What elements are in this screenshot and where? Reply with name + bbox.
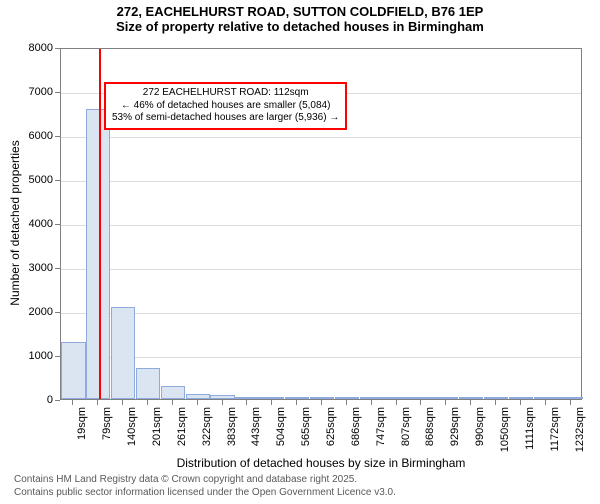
xtick-mark bbox=[495, 400, 496, 405]
xtick-label: 686sqm bbox=[350, 407, 362, 446]
xtick-mark bbox=[321, 400, 322, 405]
footer-line-2: Contains public sector information licen… bbox=[0, 487, 600, 500]
indicator-line bbox=[99, 49, 101, 399]
ytick-label: 0 bbox=[3, 394, 53, 406]
xtick-label: 504sqm bbox=[275, 407, 287, 446]
histogram-bar bbox=[509, 397, 533, 399]
xtick-mark bbox=[520, 400, 521, 405]
xtick-mark bbox=[396, 400, 397, 405]
xtick-label: 19sqm bbox=[76, 407, 88, 440]
ytick-label: 4000 bbox=[3, 218, 53, 230]
footer-line-1: Contains HM Land Registry data © Crown c… bbox=[0, 474, 600, 487]
histogram-bar bbox=[86, 109, 110, 399]
xtick-label: 747sqm bbox=[375, 407, 387, 446]
xtick-label: 868sqm bbox=[424, 407, 436, 446]
xtick-mark bbox=[97, 400, 98, 405]
histogram-bar bbox=[310, 397, 334, 399]
histogram-bar bbox=[210, 395, 234, 399]
xtick-mark bbox=[197, 400, 198, 405]
title-main: 272, EACHELHURST ROAD, SUTTON COLDFIELD,… bbox=[0, 4, 600, 19]
xtick-mark bbox=[371, 400, 372, 405]
xtick-label: 565sqm bbox=[300, 407, 312, 446]
ytick-mark bbox=[55, 224, 60, 225]
histogram-bar bbox=[484, 397, 508, 399]
gridline bbox=[61, 137, 581, 138]
gridline bbox=[61, 357, 581, 358]
histogram-bar bbox=[558, 397, 582, 399]
gridline bbox=[61, 313, 581, 314]
histogram-bar bbox=[186, 394, 210, 399]
ytick-mark bbox=[55, 180, 60, 181]
footer: Contains HM Land Registry data © Crown c… bbox=[0, 474, 600, 499]
xtick-label: 929sqm bbox=[449, 407, 461, 446]
xtick-mark bbox=[246, 400, 247, 405]
xtick-label: 1232sqm bbox=[574, 407, 586, 452]
annotation-line-2: ← 46% of detached houses are smaller (5,… bbox=[112, 100, 339, 113]
xtick-mark bbox=[72, 400, 73, 405]
xtick-label: 443sqm bbox=[250, 407, 262, 446]
histogram-bar bbox=[260, 397, 284, 399]
gridline bbox=[61, 269, 581, 270]
xtick-mark bbox=[271, 400, 272, 405]
histogram-bar bbox=[459, 397, 483, 399]
xtick-mark bbox=[222, 400, 223, 405]
xtick-label: 140sqm bbox=[126, 407, 138, 446]
annotation-box: 272 EACHELHURST ROAD: 112sqm← 46% of det… bbox=[104, 82, 347, 130]
xtick-label: 383sqm bbox=[226, 407, 238, 446]
ytick-mark bbox=[55, 48, 60, 49]
histogram-bar bbox=[534, 397, 558, 399]
ytick-mark bbox=[55, 136, 60, 137]
xtick-label: 807sqm bbox=[400, 407, 412, 446]
xtick-label: 322sqm bbox=[201, 407, 213, 446]
gridline bbox=[61, 181, 581, 182]
xtick-label: 1050sqm bbox=[499, 407, 511, 452]
ytick-label: 5000 bbox=[3, 174, 53, 186]
xtick-label: 990sqm bbox=[474, 407, 486, 446]
ytick-label: 3000 bbox=[3, 262, 53, 274]
xtick-mark bbox=[570, 400, 571, 405]
xtick-mark bbox=[545, 400, 546, 405]
xtick-label: 261sqm bbox=[176, 407, 188, 446]
histogram-bar bbox=[434, 397, 458, 399]
xtick-mark bbox=[172, 400, 173, 405]
histogram-bar bbox=[335, 397, 359, 399]
ytick-mark bbox=[55, 400, 60, 401]
x-axis-label: Distribution of detached houses by size … bbox=[60, 456, 582, 470]
xtick-mark bbox=[296, 400, 297, 405]
xtick-label: 1111sqm bbox=[524, 407, 536, 450]
xtick-label: 79sqm bbox=[101, 407, 113, 440]
ytick-label: 6000 bbox=[3, 130, 53, 142]
histogram-bar bbox=[285, 397, 309, 399]
histogram-bar bbox=[409, 397, 433, 399]
ytick-mark bbox=[55, 356, 60, 357]
xtick-mark bbox=[122, 400, 123, 405]
xtick-mark bbox=[470, 400, 471, 405]
histogram-bar bbox=[360, 397, 384, 399]
histogram-bar bbox=[111, 307, 135, 399]
ytick-label: 2000 bbox=[3, 306, 53, 318]
histogram-bar bbox=[384, 397, 408, 399]
ytick-mark bbox=[55, 92, 60, 93]
xtick-label: 1172sqm bbox=[549, 407, 561, 451]
chart-area: 272 EACHELHURST ROAD: 112sqm← 46% of det… bbox=[60, 48, 582, 400]
xtick-label: 201sqm bbox=[151, 407, 163, 446]
histogram-bar bbox=[136, 368, 160, 399]
xtick-label: 625sqm bbox=[325, 407, 337, 446]
xtick-mark bbox=[420, 400, 421, 405]
ytick-label: 8000 bbox=[3, 42, 53, 54]
histogram-bar bbox=[61, 342, 85, 399]
histogram-bar bbox=[161, 386, 185, 399]
histogram-bar bbox=[235, 397, 259, 399]
gridline bbox=[61, 225, 581, 226]
annotation-line-3: 53% of semi-detached houses are larger (… bbox=[112, 112, 339, 125]
annotation-line-1: 272 EACHELHURST ROAD: 112sqm bbox=[112, 87, 339, 100]
xtick-mark bbox=[346, 400, 347, 405]
xtick-mark bbox=[445, 400, 446, 405]
title-sub: Size of property relative to detached ho… bbox=[0, 19, 600, 34]
xtick-mark bbox=[147, 400, 148, 405]
ytick-mark bbox=[55, 312, 60, 313]
ytick-label: 1000 bbox=[3, 350, 53, 362]
ytick-label: 7000 bbox=[3, 86, 53, 98]
ytick-mark bbox=[55, 268, 60, 269]
